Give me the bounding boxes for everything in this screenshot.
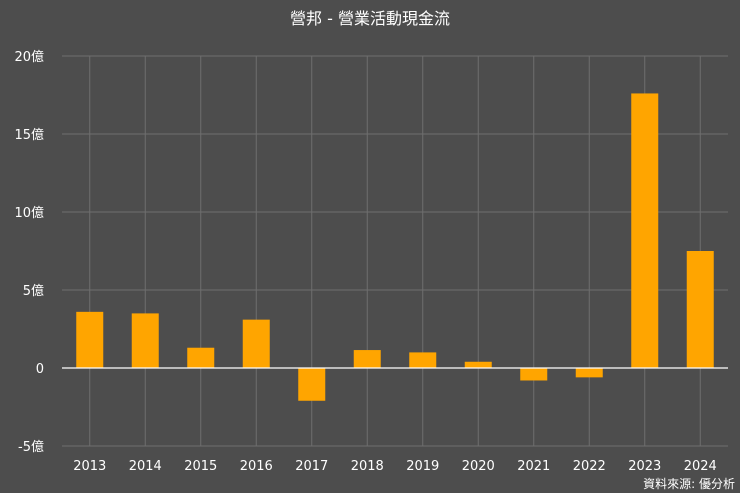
x-tick-label: 2024 bbox=[684, 459, 717, 474]
source-note: 資料來源: 優分析 bbox=[643, 477, 735, 491]
bar-2022 bbox=[575, 368, 603, 378]
x-tick-label: 2016 bbox=[240, 459, 273, 474]
y-tick-label: -5億 bbox=[18, 439, 44, 455]
bar-2024 bbox=[686, 251, 714, 368]
y-tick-label: 10億 bbox=[14, 205, 44, 221]
bar-2016 bbox=[242, 319, 270, 368]
bar-2019 bbox=[409, 352, 437, 368]
y-tick-label: 5億 bbox=[23, 283, 44, 299]
x-tick-label: 2013 bbox=[73, 459, 106, 474]
bar-2020 bbox=[464, 361, 492, 368]
y-tick-label: 15億 bbox=[14, 127, 44, 143]
bar-2014 bbox=[131, 313, 159, 368]
x-tick-label: 2020 bbox=[462, 459, 495, 474]
x-tick-label: 2021 bbox=[517, 459, 550, 474]
x-tick-label: 2018 bbox=[351, 459, 384, 474]
bar-2021 bbox=[520, 368, 548, 381]
x-tick-label: 2023 bbox=[628, 459, 661, 474]
y-tick-label: 0 bbox=[36, 362, 44, 377]
x-tick-label: 2015 bbox=[184, 459, 217, 474]
x-axis: 2013 2014 2015 2016 2017 2018 2019 2020 2021 2022… bbox=[73, 459, 717, 474]
y-axis: -5億 0 5億 10億 15億 20億 bbox=[14, 49, 44, 455]
x-tick-label: 2022 bbox=[573, 459, 606, 474]
bar-2017 bbox=[298, 368, 326, 401]
chart-title: 營邦 - 營業活動現金流 bbox=[290, 9, 450, 28]
x-tick-label: 2017 bbox=[295, 459, 328, 474]
x-tick-label: 2019 bbox=[406, 459, 439, 474]
x-tick-label: 2014 bbox=[129, 459, 162, 474]
grid bbox=[62, 55, 728, 447]
bars bbox=[76, 93, 714, 401]
bar-2013 bbox=[76, 311, 104, 368]
y-tick-label: 20億 bbox=[14, 49, 44, 65]
bar-2015 bbox=[187, 347, 215, 368]
bar-2023 bbox=[631, 93, 659, 368]
bar-2018 bbox=[353, 350, 381, 368]
